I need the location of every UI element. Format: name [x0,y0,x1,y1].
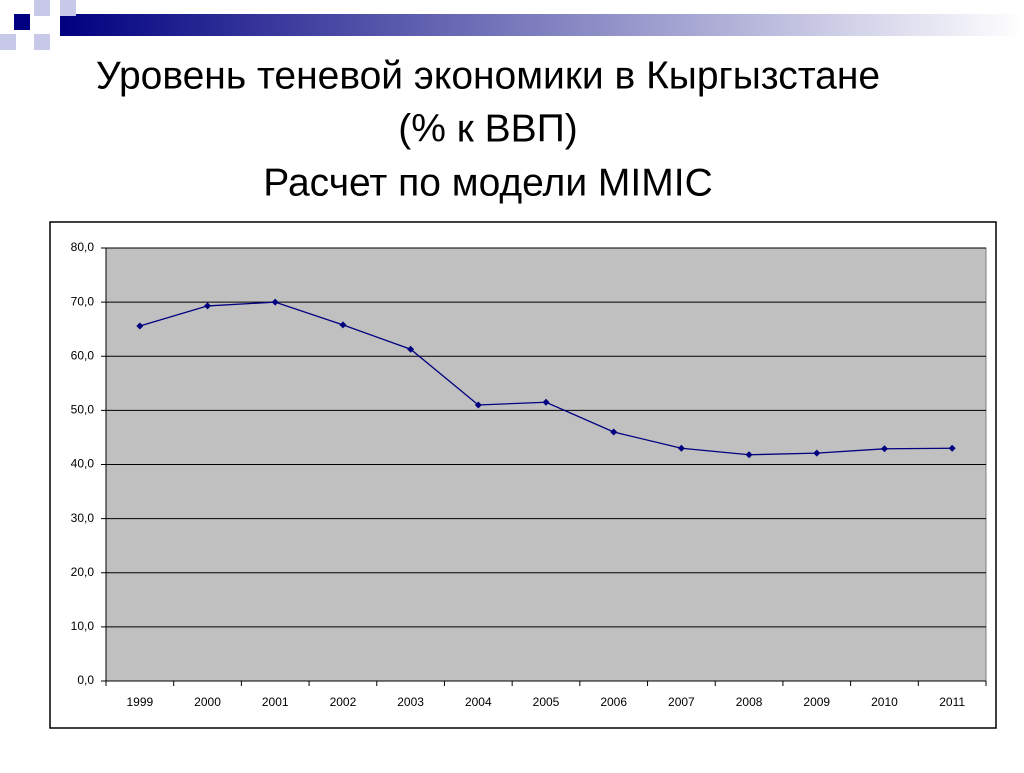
x-tick-label: 2002 [330,695,357,709]
data-point [271,298,279,306]
data-point [339,321,347,329]
x-tick-label: 2008 [736,695,763,709]
y-tick-label: 30,0 [71,511,95,525]
deco-square [0,34,16,50]
data-point [677,444,685,452]
data-point [745,451,753,459]
y-tick-label: 40,0 [71,457,95,471]
chart-subtitle: Расчет по модели MIMIC [263,161,713,204]
x-tick-label: 2011 [939,695,965,709]
x-tick-label: 2001 [262,695,289,709]
y-tick-label: 70,0 [71,294,95,308]
data-point [542,398,550,406]
y-tick-label: 10,0 [71,619,95,633]
x-tick-label: 2006 [600,695,627,709]
chart-subtitle: (% к ВВП) [398,107,577,150]
y-tick-label: 0,0 [77,673,94,687]
y-tick-label: 20,0 [71,565,95,579]
deco-square [34,0,50,16]
x-tick-label: 2000 [194,695,221,709]
deco-square [14,14,30,30]
data-point [948,444,956,452]
data-point [474,401,482,409]
data-point [204,302,212,310]
data-point [880,445,888,453]
data-point [610,428,618,436]
y-tick-label: 60,0 [71,348,95,362]
deco-square [60,0,76,16]
y-tick-label: 50,0 [71,403,95,417]
header-band [60,14,1024,36]
data-point [813,449,821,457]
chart-title: Уровень теневой экономики в Кыргызстане [96,54,880,97]
data-point [136,322,144,330]
y-tick-label: 80,0 [71,240,95,254]
x-tick-label: 2007 [668,695,695,709]
x-tick-label: 2010 [871,695,898,709]
x-tick-label: 2003 [397,695,424,709]
deco-square [34,34,50,50]
x-tick-label: 2009 [803,695,830,709]
x-tick-label: 2004 [465,695,492,709]
x-tick-label: 1999 [126,695,153,709]
data-point [407,345,415,353]
x-tick-label: 2005 [533,695,560,709]
